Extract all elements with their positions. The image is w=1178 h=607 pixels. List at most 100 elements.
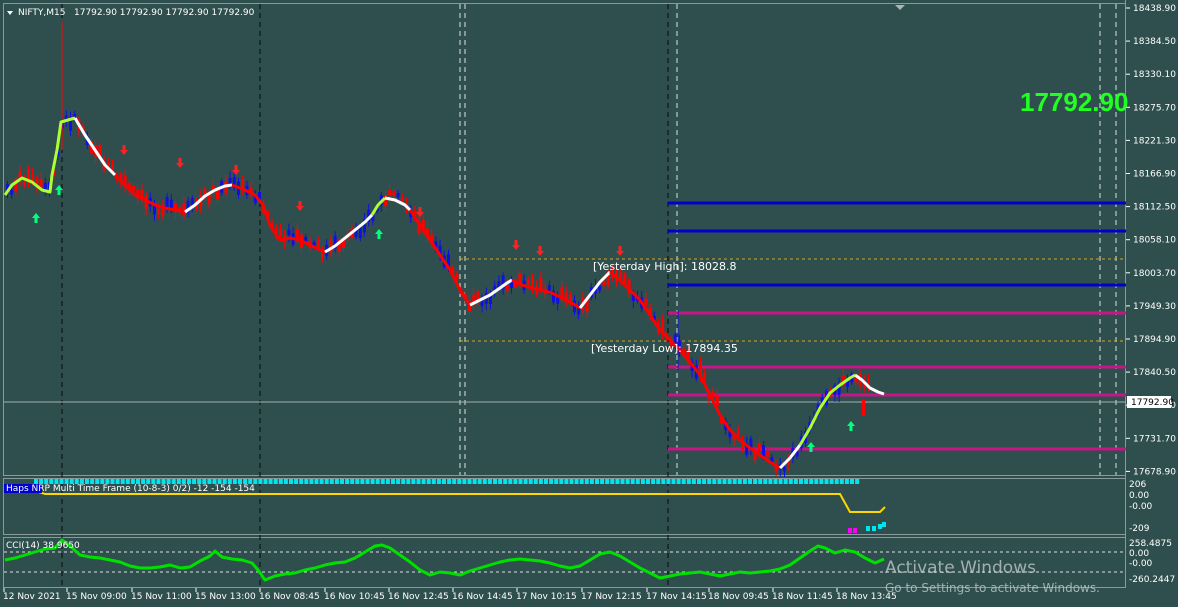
ind1-bar: [258, 479, 263, 484]
time-tick-label: 17 Nov 14:15: [646, 592, 707, 602]
ind1-bar: [350, 479, 355, 484]
ma-up-segment: [798, 373, 856, 446]
time-tick-label: 15 Nov 09:00: [66, 592, 127, 602]
sell-arrow-icon: [512, 240, 520, 250]
ind1-bar: [355, 479, 360, 484]
ind1-bar: [192, 479, 197, 484]
ind1-bar: [329, 479, 334, 484]
bear-candle: [295, 228, 299, 239]
time-tick-label: 12 Nov 2021: [3, 592, 61, 602]
ind1-bar: [872, 526, 876, 531]
ind1-bar: [436, 479, 441, 484]
ind1-bar: [447, 479, 452, 484]
ma-down-segment: [511, 278, 581, 310]
bear-candle: [266, 212, 270, 217]
bull-candle: [577, 305, 581, 315]
sell-arrow-icon: [536, 246, 544, 256]
price-tick-label: 18166.90: [1133, 170, 1176, 180]
signal-arrows: [32, 145, 855, 452]
ind1-bar: [176, 479, 181, 484]
bear-candle: [203, 190, 207, 199]
cci-label: CCI(14) 38.9650: [6, 541, 80, 551]
ind1-bar: [686, 479, 691, 484]
bear-candle: [451, 267, 455, 274]
bear-candle: [207, 193, 211, 205]
ind1-bar: [487, 479, 492, 484]
ind1-bar: [850, 479, 854, 484]
ind1-bar: [589, 479, 594, 484]
bear-candle: [841, 375, 845, 386]
bear-candle: [174, 202, 177, 213]
ind1-bar: [839, 479, 844, 484]
current-price-tag-bg: [1127, 396, 1171, 408]
ind1-bar: [513, 479, 518, 484]
bear-candle: [699, 360, 702, 375]
bear-candle: [417, 221, 421, 233]
ind1-bar: [681, 479, 686, 484]
bear-candle: [279, 228, 282, 237]
bull-candle: [304, 236, 308, 242]
ind1-bar: [212, 479, 217, 484]
bull-candle: [678, 340, 681, 353]
bear-candle: [136, 189, 140, 199]
bear-candle: [249, 188, 253, 194]
bull-candle: [820, 397, 824, 405]
ind1-bar: [878, 524, 882, 529]
bear-candle: [564, 292, 568, 303]
ind1-histogram: [34, 479, 886, 533]
moving-average: [3, 116, 885, 470]
time-axis[interactable]: 12 Nov 2021 15 Nov 09:00 15 Nov 11:00 15 No…: [3, 588, 897, 602]
price-tick-label: 18003.70: [1133, 269, 1176, 279]
bull-candle: [354, 228, 358, 237]
bull-candle: [447, 253, 450, 268]
ind1-bar: [431, 479, 436, 484]
bull-candle: [489, 296, 492, 304]
bear-candle: [854, 377, 858, 383]
bull-candle: [837, 383, 841, 396]
ind1-bar: [732, 479, 737, 484]
ind1-bar: [146, 479, 151, 484]
yesterday-high-label: [Yesterday High]: 18028.8: [593, 260, 736, 273]
bear-candle: [337, 240, 341, 252]
sell-arrow-icon: [176, 158, 184, 168]
bear-candle: [468, 301, 471, 312]
ind1-bar: [105, 479, 110, 484]
ind1-bar: [671, 479, 676, 484]
scroll-shift-triangle-icon[interactable]: [895, 5, 905, 10]
ind1-bar: [217, 479, 222, 484]
yesterday-low-label: [Yesterday Low]: 17894.35: [591, 342, 738, 355]
bear-candle: [619, 271, 623, 281]
price-tick-label: 18058.10: [1133, 236, 1176, 246]
ma-down-segment: [609, 270, 781, 470]
ind1-bar: [630, 479, 635, 484]
ind1-bar: [100, 479, 105, 484]
ind1-bar: [289, 479, 293, 484]
ind1-bar: [360, 479, 365, 484]
bull-candle: [556, 296, 560, 304]
bear-candle: [757, 443, 761, 452]
price-tick-label: 18112.50: [1133, 203, 1176, 213]
ind1-bar: [253, 479, 258, 484]
bear-candle: [774, 465, 778, 472]
ind1-bar: [579, 479, 584, 484]
plot-area[interactable]: [0, 0, 1126, 607]
bull-candle: [367, 209, 371, 222]
ind1-bar: [635, 479, 640, 484]
ind1-bar: [853, 528, 857, 533]
bull-candle: [501, 275, 505, 289]
ind1-bar: [783, 479, 788, 484]
ind1-bar: [727, 479, 732, 484]
bull-candle: [253, 194, 257, 204]
ind1-bar: [232, 479, 237, 484]
time-tick-label: 17 Nov 10:15: [516, 592, 577, 602]
bear-candle: [867, 379, 870, 388]
ind1-bar: [151, 479, 156, 484]
bull-candle: [728, 428, 732, 438]
ind1-bar: [763, 479, 768, 484]
ind1-bar: [64, 479, 69, 484]
dropdown-triangle-icon[interactable]: [7, 11, 13, 15]
price-tick-label: 17731.70: [1133, 434, 1176, 444]
bear-candle: [35, 177, 39, 188]
bear-candle: [413, 210, 417, 216]
